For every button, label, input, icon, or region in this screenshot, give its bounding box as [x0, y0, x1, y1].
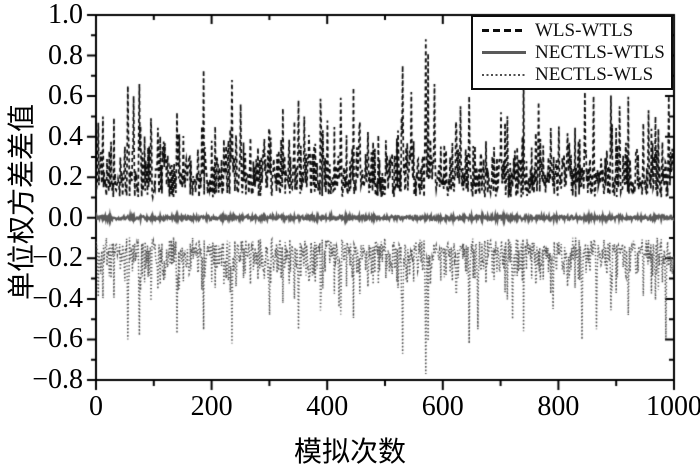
- x-tick-label: 0: [89, 391, 103, 422]
- x-axis-title: 模拟次数: [293, 437, 406, 465]
- y-tick-label: 0.4: [48, 120, 83, 152]
- dashed-line-sample-icon: [482, 29, 526, 33]
- legend-entry-nectls-wls: NECTLS-WLS: [482, 64, 667, 86]
- solid-line-sample-icon: [482, 51, 526, 55]
- dotted-line-sample-icon: [482, 73, 526, 76]
- y-tick-label: −0.6: [32, 323, 83, 355]
- legend-entry-nectls-wtls: NECTLS-WTLS: [482, 42, 667, 64]
- x-tick-label: 600: [421, 391, 464, 422]
- legend-label: WLS-WTLS: [535, 20, 634, 41]
- y-tick-label: −0.8: [32, 364, 83, 395]
- y-axis-title: 单位权方差差值: [7, 104, 38, 301]
- legend-label: NECTLS-WLS: [535, 63, 654, 85]
- y-tick-label: −0.2: [32, 242, 83, 274]
- y-tick-label: 1.0: [48, 0, 83, 30]
- x-tick-label: 1000: [646, 391, 700, 422]
- y-tick-label: 0.2: [48, 161, 83, 193]
- y-tick-label: 0.6: [48, 80, 83, 112]
- legend-label: NECTLS-WTLS: [535, 41, 665, 63]
- y-tick-label: 0.8: [48, 39, 83, 71]
- legend: WLS-WTLS NECTLS-WTLS NECTLS-WLS: [471, 15, 673, 90]
- legend-entry-wls-wtls: WLS-WTLS: [482, 20, 667, 42]
- x-tick-label: 400: [306, 391, 349, 422]
- x-tick-label: 800: [537, 391, 580, 422]
- y-tick-label: 0.0: [48, 201, 83, 233]
- x-tick-label: 200: [190, 391, 233, 422]
- y-tick-label: −0.4: [32, 282, 83, 314]
